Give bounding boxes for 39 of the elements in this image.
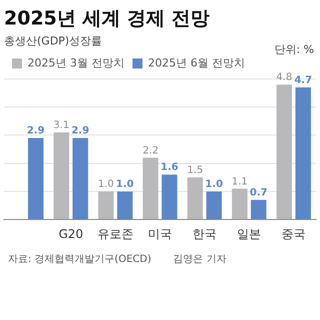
x-tick-label: G20 [58,226,84,241]
bar [142,158,158,220]
bar [98,191,114,220]
bar [28,138,44,220]
text: 단위: % [274,43,314,56]
x-tick-label: 유로존 [97,226,134,241]
bar [232,188,248,220]
text: 김영은 기자 [173,253,226,266]
bar [162,174,178,220]
data-label: 4.7 [294,75,312,86]
bar [187,177,203,220]
chart-subtitle: 총생산(GDP)성장률 [4,34,102,48]
data-label: 3.1 [53,120,70,132]
data-label: 1.1 [232,176,248,188]
bar [206,191,222,220]
data-label: 1.6 [160,162,178,174]
chart-title: 2025년 세계 경제 전망 [4,7,210,30]
bar [295,87,311,220]
data-label: 1.0 [205,179,223,190]
x-tick-label: 중국 [282,226,306,241]
data-label: 1.5 [187,165,204,176]
data-label: 1.0 [98,179,114,190]
legend-label: 2025년 3월 전망치 [28,56,124,70]
data-label: 1.0 [116,179,134,190]
data-label: 4.8 [276,72,292,84]
data-label: 0.7 [250,188,268,199]
data-label: 2.2 [142,145,158,156]
bar [72,138,88,220]
data-label: 2.9 [71,126,90,137]
text: 자료: 경제협력개발기구(OECD) [8,253,152,266]
x-tick-label: 한국 [192,226,217,241]
bar [250,200,266,220]
data-label: 2.9 [26,126,45,137]
x-tick-label: 미국 [148,226,172,241]
legend-label: 2025년 6월 전망치 [148,56,245,70]
bar [54,132,70,220]
bar [276,84,292,220]
x-tick-label: 일본 [237,226,262,241]
bar [117,191,133,220]
